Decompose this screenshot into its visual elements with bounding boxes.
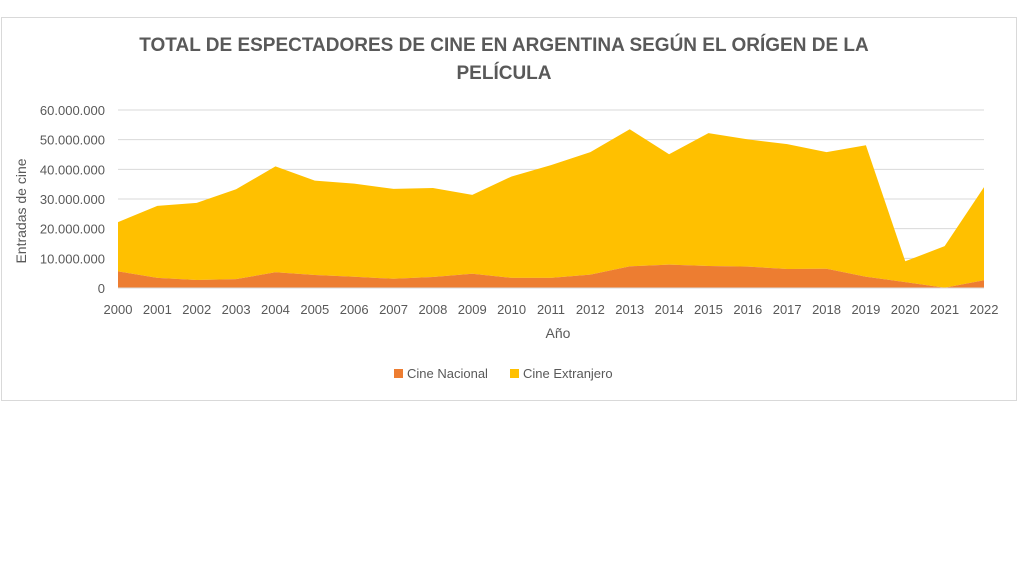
x-tick-label: 2020 xyxy=(891,302,920,317)
chart-frame: TOTAL DE ESPECTADORES DE CINE EN ARGENTI… xyxy=(1,17,1017,401)
x-tick-label: 2008 xyxy=(418,302,447,317)
legend-label: Cine Nacional xyxy=(407,366,488,381)
x-tick-label: 2022 xyxy=(970,302,999,317)
x-tick-label: 2015 xyxy=(694,302,723,317)
x-tick-label: 2000 xyxy=(104,302,133,317)
legend-swatch-cine-nacional xyxy=(394,369,403,378)
x-tick-label: 2019 xyxy=(851,302,880,317)
y-tick-label: 50.000.000 xyxy=(40,133,105,148)
legend-swatch-cine-extranjero xyxy=(510,369,519,378)
x-tick-label: 2009 xyxy=(458,302,487,317)
legend-label: Cine Extranjero xyxy=(523,366,613,381)
x-tick-label: 2007 xyxy=(379,302,408,317)
area-series-cine-nacional xyxy=(118,264,984,288)
y-tick-label: 10.000.000 xyxy=(40,251,105,266)
x-tick-label: 2002 xyxy=(182,302,211,317)
x-tick-label: 2003 xyxy=(222,302,251,317)
x-tick-label: 2006 xyxy=(340,302,369,317)
y-tick-label: 40.000.000 xyxy=(40,162,105,177)
x-tick-label: 2014 xyxy=(655,302,684,317)
area-series-cine-extranjero xyxy=(118,129,984,288)
x-tick-label: 2005 xyxy=(300,302,329,317)
x-tick-label: 2010 xyxy=(497,302,526,317)
x-axis-title: Año xyxy=(546,325,571,341)
y-axis-title: Entradas de cine xyxy=(13,158,29,263)
x-tick-label: 2018 xyxy=(812,302,841,317)
x-tick-label: 2001 xyxy=(143,302,172,317)
y-tick-label: 0 xyxy=(98,281,105,296)
x-tick-label: 2021 xyxy=(930,302,959,317)
x-tick-label: 2016 xyxy=(733,302,762,317)
y-tick-label: 20.000.000 xyxy=(40,222,105,237)
x-tick-label: 2017 xyxy=(773,302,802,317)
x-tick-label: 2012 xyxy=(576,302,605,317)
y-tick-label: 30.000.000 xyxy=(40,192,105,207)
chart-title: TOTAL DE ESPECTADORES DE CINE EN ARGENTI… xyxy=(139,35,869,84)
x-tick-label: 2011 xyxy=(537,302,565,317)
area-chart: 0 10.000.000 20.000.000 30.000.000 40.000.00… xyxy=(13,103,999,381)
x-tick-label: 2013 xyxy=(615,302,644,317)
y-tick-label: 60.000.000 xyxy=(40,103,105,118)
x-tick-label: 2004 xyxy=(261,302,290,317)
